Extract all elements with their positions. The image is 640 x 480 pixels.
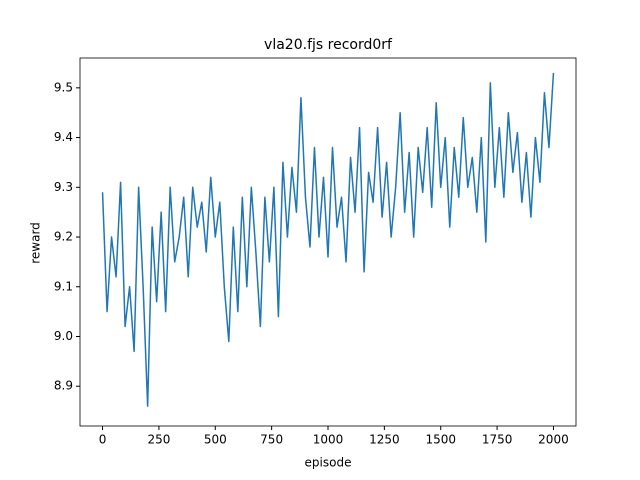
x-tick-label: 1500	[425, 433, 456, 447]
plot-frame	[79, 57, 577, 427]
y-tick-label: 8.9	[54, 379, 73, 393]
y-tick-label: 9.1	[54, 279, 73, 293]
x-axis-label: episode	[305, 456, 352, 470]
chart-title: vla20.fjs record0rf	[264, 37, 393, 53]
y-tick-label: 9.5	[54, 80, 73, 94]
x-tick-label: 500	[204, 433, 227, 447]
x-tick-label: 750	[260, 433, 283, 447]
x-tick-label: 250	[147, 433, 170, 447]
y-tick-label: 9.3	[54, 180, 73, 194]
y-axis-label: reward	[29, 222, 43, 264]
x-tick-label: 2000	[538, 433, 569, 447]
x-tick-label: 0	[99, 433, 107, 447]
y-tick-label: 9.0	[54, 329, 73, 343]
y-tick-label: 9.2	[54, 230, 73, 244]
x-tick-label: 1000	[313, 433, 344, 447]
data-line	[101, 72, 555, 407]
y-tick-label: 9.4	[54, 130, 73, 144]
x-tick-label: 1250	[369, 433, 400, 447]
x-tick-label: 1750	[482, 433, 513, 447]
